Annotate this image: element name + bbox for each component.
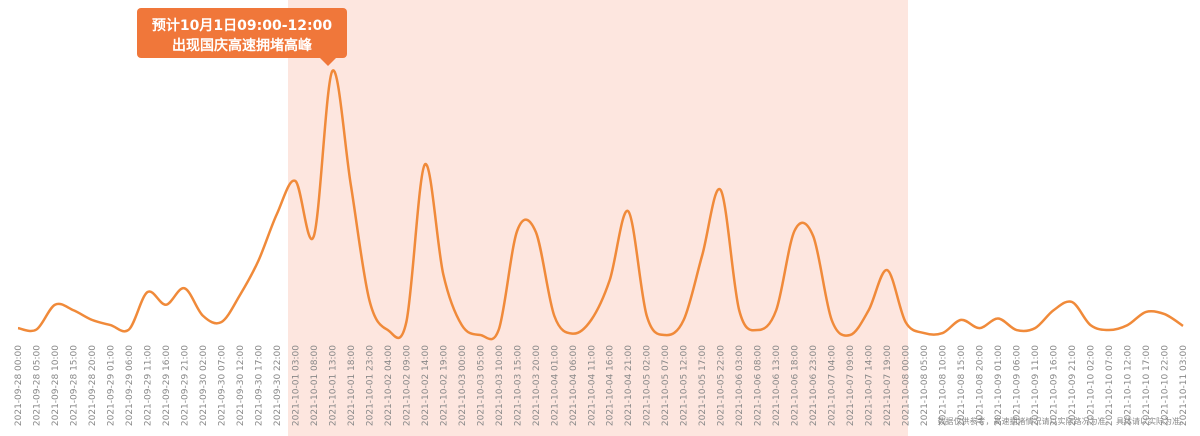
- x-tick-label: 2021-10-02 09:00: [402, 345, 412, 426]
- x-tick-label: 2021-09-29 01:00: [106, 345, 116, 426]
- x-tick-label: 2021-10-03 15:00: [513, 345, 523, 426]
- x-tick-label: 2021-09-29 11:00: [143, 345, 153, 426]
- annotation-line: 出现国庆高速拥堵高峰: [172, 37, 313, 54]
- x-tick-label: 2021-10-09 06:00: [1013, 345, 1023, 426]
- x-tick-label: 2021-09-29 06:00: [125, 345, 135, 426]
- x-tick-label: 2021-10-09 11:00: [1031, 345, 1041, 426]
- x-tick-label: 2021-10-04 16:00: [606, 345, 616, 426]
- x-tick-label: 2021-10-10 12:00: [1124, 345, 1134, 426]
- x-tick-label: 2021-09-30 07:00: [217, 345, 227, 426]
- x-tick-label: 2021-10-10 07:00: [1105, 345, 1115, 426]
- x-tick-label: 2021-09-28 05:00: [32, 345, 42, 426]
- x-tick-label: 2021-10-05 12:00: [680, 345, 690, 426]
- x-tick-label: 2021-10-04 06:00: [569, 345, 579, 426]
- x-tick-label: 2021-10-05 17:00: [698, 345, 708, 426]
- x-tick-label: 2021-09-30 22:00: [273, 345, 283, 426]
- x-tick-label: 2021-10-01 03:00: [291, 345, 301, 426]
- x-tick-label: 2021-10-06 13:00: [772, 345, 782, 426]
- x-tick-label: 2021-10-04 11:00: [587, 345, 597, 426]
- x-tick-label: 2021-10-04 21:00: [624, 345, 634, 426]
- x-tick-label: 2021-10-05 07:00: [661, 345, 671, 426]
- x-tick-label: 2021-09-28 00:00: [14, 345, 24, 426]
- x-tick-label: 2021-10-07 09:00: [846, 345, 856, 426]
- x-tick-label: 2021-10-08 15:00: [957, 345, 967, 426]
- x-tick-label: 2021-10-01 23:00: [365, 345, 375, 426]
- x-tick-label: 2021-10-11 03:00: [1179, 345, 1189, 426]
- x-tick-label: 2021-10-09 21:00: [1068, 345, 1078, 426]
- x-tick-label: 2021-10-09 16:00: [1050, 345, 1060, 426]
- line-series: [17, 69, 1184, 341]
- x-tick-label: 2021-10-06 08:00: [754, 345, 764, 426]
- x-tick-label: 2021-10-10 02:00: [1087, 345, 1097, 426]
- x-tick-label: 2021-09-30 02:00: [199, 345, 209, 426]
- x-tick-label: 2021-09-29 16:00: [162, 345, 172, 426]
- x-tick-label: 2021-10-08 20:00: [976, 345, 986, 426]
- x-tick-label: 2021-10-01 08:00: [310, 345, 320, 426]
- x-tick-label: 2021-10-03 00:00: [458, 345, 468, 426]
- footnote: 数据仅供参考，高速拥堵情况请以实际路况为准。 具体请以实际为准。: [937, 416, 1188, 426]
- annotation-pointer: [320, 58, 336, 66]
- x-tick-label: 2021-09-30 17:00: [254, 345, 264, 426]
- x-tick-label: 2021-09-28 10:00: [51, 345, 61, 426]
- x-tick-label: 2021-10-05 22:00: [717, 345, 727, 426]
- x-tick-label: 2021-10-08 05:00: [920, 345, 930, 426]
- x-tick-label: 2021-10-09 01:00: [994, 345, 1004, 426]
- x-tick-label: 2021-10-03 10:00: [495, 345, 505, 426]
- x-tick-label: 2021-09-29 21:00: [180, 345, 190, 426]
- x-tick-label: 2021-09-30 12:00: [236, 345, 246, 426]
- x-tick-label: 2021-10-08 10:00: [939, 345, 949, 426]
- x-tick-label: 2021-10-10 17:00: [1142, 345, 1152, 426]
- x-tick-label: 2021-09-28 20:00: [88, 345, 98, 426]
- annotation-line: 预计10月1日09:00-12:00: [152, 17, 332, 34]
- x-tick-label: 2021-10-06 03:00: [735, 345, 745, 426]
- x-tick-label: 2021-10-07 14:00: [865, 345, 875, 426]
- x-tick-label: 2021-10-04 01:00: [550, 345, 560, 426]
- annotation: 预计10月1日09:00-12:00 出现国庆高速拥堵高峰: [137, 8, 347, 66]
- x-tick-label: 2021-10-03 20:00: [532, 345, 542, 426]
- x-tick-label: 2021-10-07 04:00: [828, 345, 838, 426]
- x-tick-label: 2021-10-01 13:00: [328, 345, 338, 426]
- x-tick-label: 2021-10-06 18:00: [791, 345, 801, 426]
- x-tick-label: 2021-10-10 22:00: [1161, 345, 1171, 426]
- annotation-box: [137, 8, 347, 58]
- x-tick-label: 2021-10-02 19:00: [439, 345, 449, 426]
- holiday-region: [288, 0, 908, 436]
- x-tick-label: 2021-10-02 14:00: [421, 345, 431, 426]
- x-tick-label: 2021-10-01 18:00: [347, 345, 357, 426]
- x-tick-label: 2021-10-06 23:00: [809, 345, 819, 426]
- x-tick-label: 2021-09-28 15:00: [69, 345, 79, 426]
- x-tick-label: 2021-10-03 05:00: [476, 345, 486, 426]
- x-tick-label: 2021-10-05 02:00: [643, 345, 653, 426]
- x-tick-label: 2021-10-08 00:00: [902, 345, 912, 426]
- x-tick-label: 2021-10-07 19:00: [883, 345, 893, 426]
- x-tick-label: 2021-10-02 04:00: [384, 345, 394, 426]
